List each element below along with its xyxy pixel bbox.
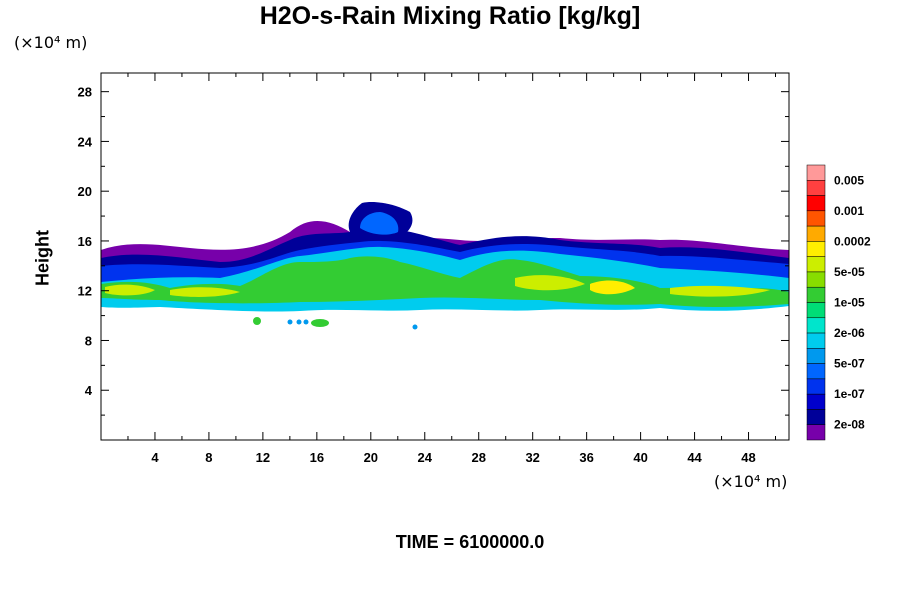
colorbar: 0.005 0.001 0.0002 5e-05 1e-05 2e-06 5e-07 1e-0… [806, 164, 871, 441]
y-axis-unit: (×10⁴ m) [14, 33, 88, 52]
field-contour-plume-inner [360, 212, 399, 235]
colorbar-label: 0.005 [834, 173, 864, 187]
x-tick-label: 48 [741, 450, 755, 465]
x-tick-label: 8 [205, 450, 212, 465]
field-contour-5e-05-core-d [590, 280, 635, 295]
field-cell [296, 319, 302, 325]
axis-ticks [101, 73, 789, 440]
colorbar-swatch [806, 195, 826, 212]
field-contour-5e-05-core-b [170, 287, 240, 297]
x-tick-label: 24 [418, 450, 433, 465]
field-contour-5e-05-core-a [105, 284, 155, 296]
colorbar-swatch [806, 317, 826, 334]
x-tick-label: 32 [525, 450, 539, 465]
colorbar-label: 1e-07 [834, 387, 865, 401]
time-label: TIME = 6100000.0 [395, 532, 545, 552]
colorbar-label: 2e-08 [834, 418, 865, 432]
x-tick-label: 44 [687, 450, 702, 465]
colorbar-swatch [806, 348, 826, 364]
x-tick-label: 28 [471, 450, 485, 465]
colorbar-swatch [806, 332, 826, 349]
field-cell [412, 324, 418, 330]
colorbar-label: 1e-05 [834, 296, 865, 310]
colorbar-swatch [806, 241, 826, 257]
mixing-ratio-field [101, 202, 789, 330]
x-tick-label: 4 [151, 450, 159, 465]
colorbar-swatch [806, 256, 826, 273]
colorbar-swatch [806, 363, 826, 380]
field-cell [287, 319, 293, 325]
colorbar-label: 0.0002 [834, 234, 871, 248]
colorbar-swatch [806, 286, 826, 303]
colorbar-label: 5e-07 [834, 357, 865, 371]
field-cell [303, 319, 309, 325]
x-axis-unit: (×10⁴ m) [714, 472, 788, 491]
field-cell [311, 319, 329, 327]
x-tick-label: 12 [256, 450, 270, 465]
y-tick-label: 12 [78, 284, 92, 299]
colorbar-swatch [806, 424, 826, 441]
colorbar-swatch [806, 164, 826, 181]
field-contour-5e-05-core-e [670, 285, 770, 297]
y-tick-label: 16 [78, 234, 92, 249]
x-tick-label: 40 [633, 450, 647, 465]
colorbar-label: 0.001 [834, 204, 864, 218]
colorbar-swatch [806, 271, 826, 288]
colorbar-label: 5e-05 [834, 265, 865, 279]
x-tick-label: 16 [310, 450, 324, 465]
y-tick-label: 4 [85, 383, 93, 398]
plot-frame [100, 72, 790, 441]
colorbar-swatch [806, 409, 826, 425]
chart-title: H2O-s-Rain Mixing Ratio [kg/kg] [259, 2, 641, 30]
colorbar-swatch [806, 302, 826, 319]
colorbar-swatch [806, 393, 826, 410]
colorbar-swatch [806, 180, 826, 196]
colorbar-label: 2e-06 [834, 326, 865, 340]
field-cell [253, 317, 261, 325]
x-tick-label: 20 [364, 450, 378, 465]
x-tick-label: 36 [579, 450, 593, 465]
colorbar-swatch [806, 210, 826, 227]
y-tick-label: 24 [78, 134, 93, 149]
colorbar-swatch [806, 378, 826, 395]
y-tick-label: 8 [85, 333, 92, 348]
colorbar-swatch [806, 225, 826, 242]
y-tick-label: 28 [78, 85, 92, 100]
y-tick-label: 20 [78, 184, 92, 199]
field-contour-5e-05-core-c [515, 275, 585, 291]
field-contour-1e-05 [101, 256, 789, 307]
